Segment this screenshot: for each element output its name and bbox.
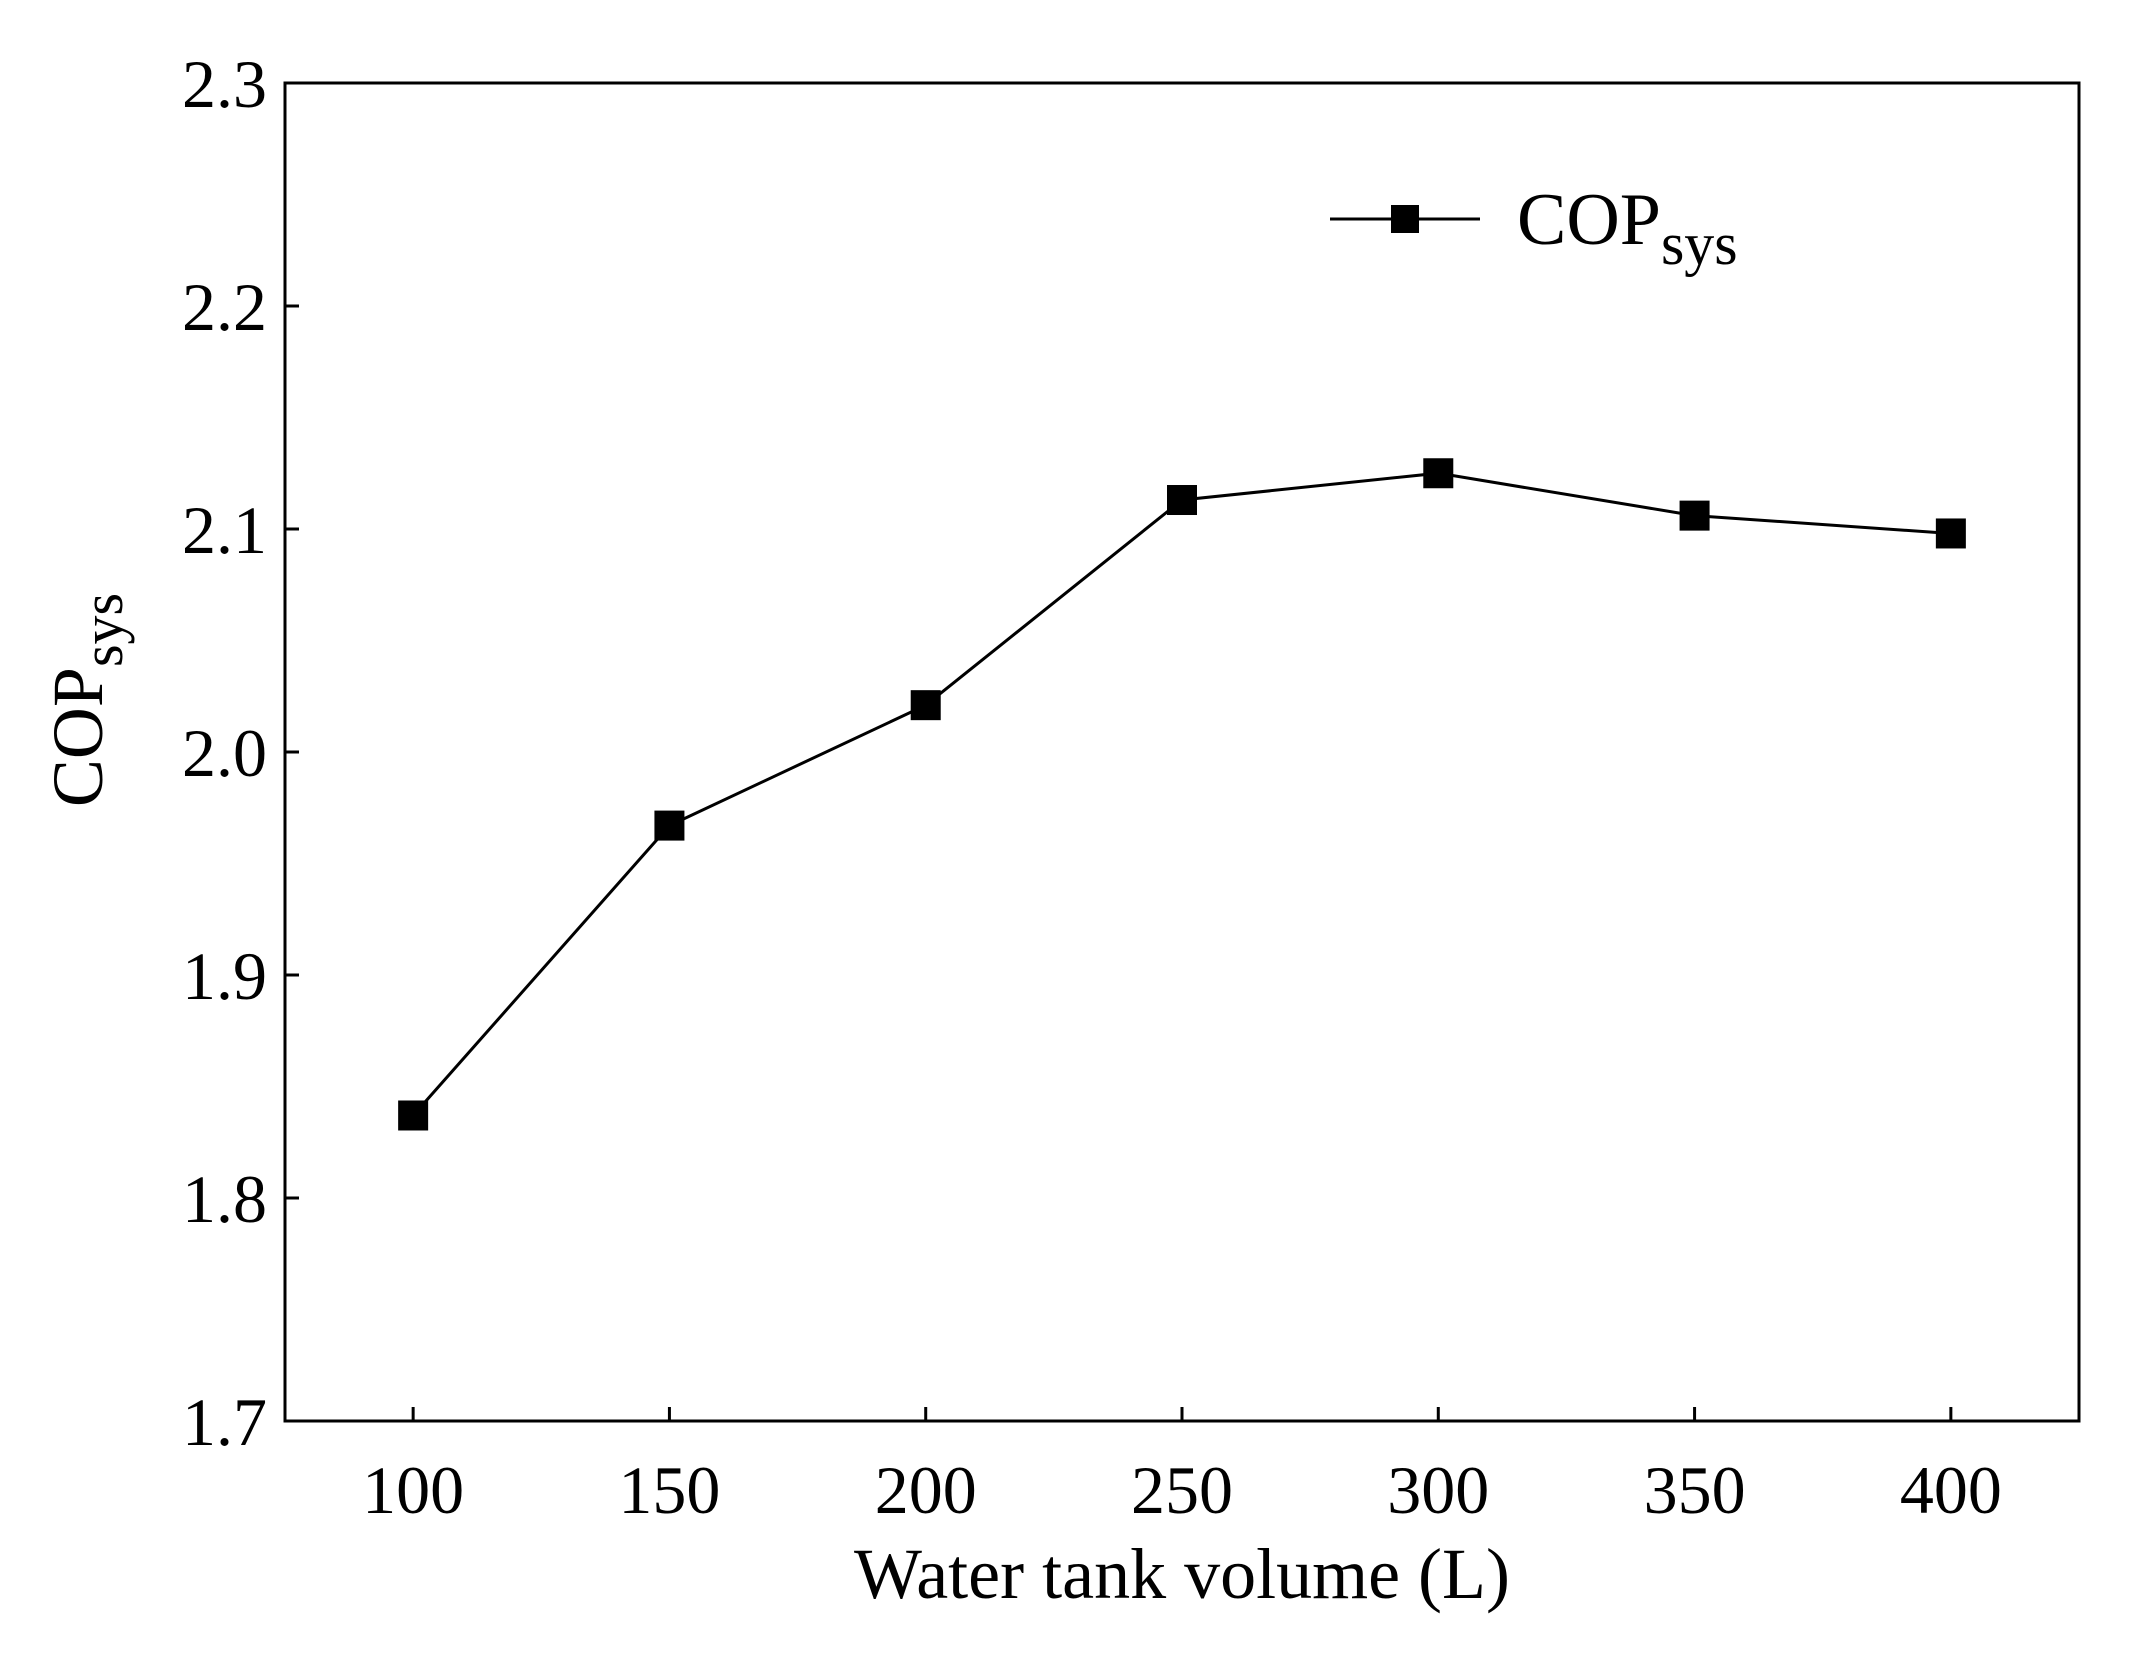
y-axis-title: COPsys bbox=[38, 593, 135, 807]
data-point bbox=[1423, 458, 1454, 489]
legend-marker bbox=[1391, 205, 1419, 233]
x-tick-label: 150 bbox=[618, 1452, 720, 1528]
data-point bbox=[1935, 518, 1966, 549]
x-tick-label: 250 bbox=[1131, 1452, 1233, 1528]
x-tick-label: 350 bbox=[1644, 1452, 1746, 1528]
x-tick-label: 200 bbox=[875, 1452, 977, 1528]
y-tick-label: 1.8 bbox=[182, 1161, 267, 1237]
data-point bbox=[910, 690, 941, 721]
x-tick-label: 100 bbox=[362, 1452, 464, 1528]
legend-label: COPsys bbox=[1517, 179, 1738, 277]
y-axis-title-main: COP bbox=[38, 667, 118, 807]
data-point bbox=[398, 1100, 429, 1131]
data-point bbox=[654, 810, 685, 841]
legend-label-sub: sys bbox=[1661, 211, 1738, 277]
x-tick-label: 400 bbox=[1900, 1452, 2002, 1528]
y-axis: 1.7 1.8 1.9 2.0 2.1 2.2 2.3 bbox=[182, 46, 299, 1460]
legend-label-main: COP bbox=[1517, 179, 1661, 261]
legend: COPsys bbox=[1330, 179, 1738, 277]
x-axis: 100 150 200 250 300 350 400 bbox=[362, 1407, 2002, 1528]
data-point bbox=[1679, 500, 1710, 531]
plot-frame bbox=[283, 81, 2081, 1423]
x-tick-label: 300 bbox=[1387, 1452, 1489, 1528]
y-axis-title-sub: sys bbox=[70, 593, 135, 667]
y-tick-label: 2.3 bbox=[182, 46, 267, 122]
y-tick-label: 1.9 bbox=[182, 938, 267, 1014]
y-tick-label: 1.7 bbox=[182, 1384, 267, 1460]
y-tick-label: 2.2 bbox=[182, 269, 267, 345]
data-point bbox=[1167, 485, 1197, 516]
y-tick-label: 2.1 bbox=[182, 492, 267, 568]
series-points-group bbox=[398, 458, 1966, 1131]
series-line bbox=[411, 471, 1952, 1117]
y-tick-label: 2.0 bbox=[182, 715, 267, 791]
x-axis-title: Water tank volume (L) bbox=[854, 1534, 1510, 1614]
series-line-group bbox=[411, 471, 1952, 1117]
